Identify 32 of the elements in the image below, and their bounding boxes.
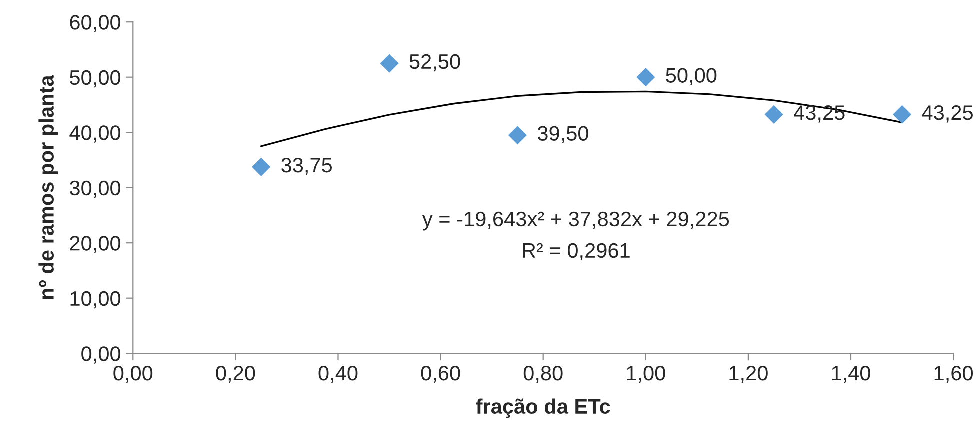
annotation: R² = 0,2961 — [523, 243, 630, 261]
x-tick-label: 1,60 — [934, 366, 974, 384]
x-tick-label: 0,00 — [114, 366, 153, 384]
y-tick-label: 20,00 — [70, 236, 121, 254]
x-tick-label: 0,80 — [524, 366, 563, 384]
x-tick-label: 1,20 — [730, 366, 768, 384]
annotation: y = -19,643x² + 37,832x + 29,225 — [422, 212, 730, 231]
point — [764, 105, 784, 124]
data-label: 52,50 — [410, 54, 460, 72]
point — [508, 126, 528, 145]
data-label: 33,75 — [282, 158, 332, 176]
y-tick-label: 0,00 — [82, 346, 121, 364]
point — [380, 54, 399, 73]
data-label: 43,25 — [794, 105, 845, 123]
x-tick-label: 1,00 — [627, 366, 666, 384]
x-tick-label: 0,20 — [216, 366, 256, 384]
x-tick-label: 0,60 — [421, 366, 460, 384]
data-label: 39,50 — [538, 126, 588, 144]
data-label: 43,25 — [922, 105, 973, 123]
y-axis-title: nº de ramos por planta — [38, 75, 58, 300]
y-tick-label: 50,00 — [70, 70, 121, 88]
x-tick-label: 0,40 — [318, 366, 358, 384]
point — [636, 68, 656, 87]
data-label: 50,00 — [666, 68, 717, 86]
y-tick-label: 10,00 — [70, 291, 121, 309]
point — [252, 158, 271, 176]
x-axis-title: fração da ETc — [476, 398, 610, 418]
x-tick-label: 1,40 — [832, 366, 870, 384]
y-tick-label: 60,00 — [70, 15, 121, 32]
y-tick-label: 30,00 — [70, 180, 121, 198]
point — [892, 105, 912, 124]
y-tick-label: 40,00 — [70, 126, 121, 143]
